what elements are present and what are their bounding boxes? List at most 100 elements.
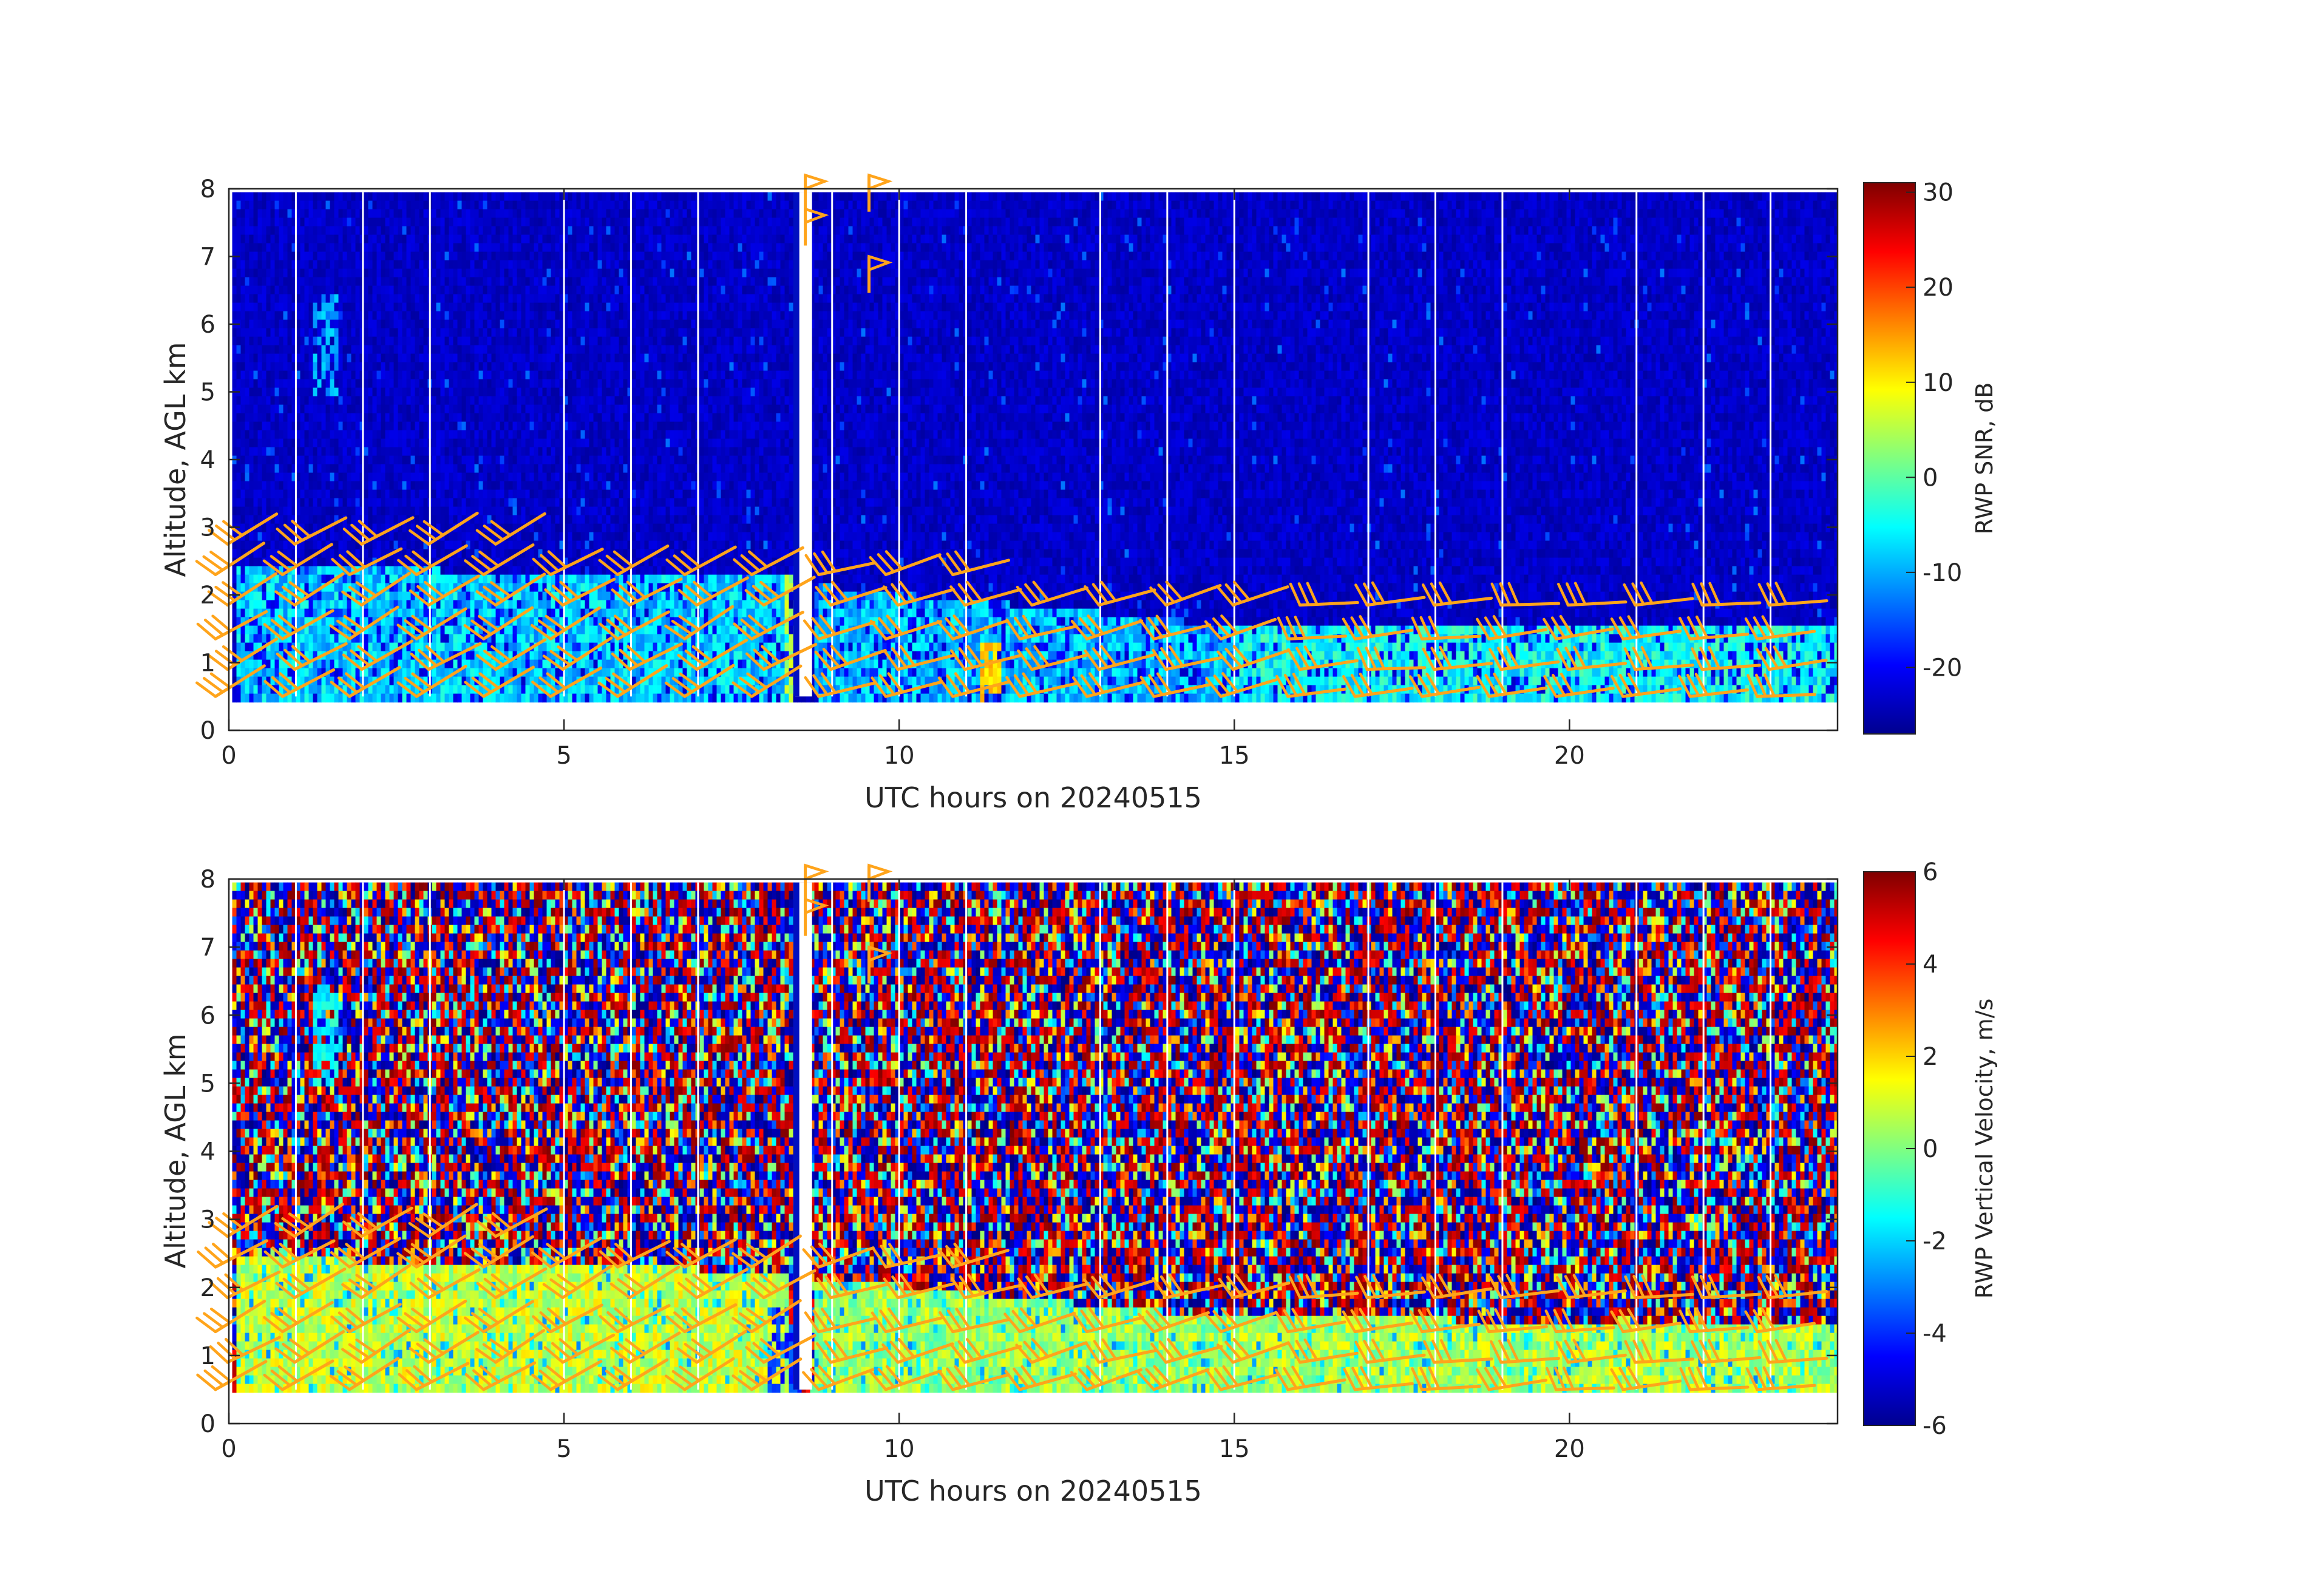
heatmap-cell bbox=[500, 464, 505, 474]
heatmap-cell bbox=[440, 328, 446, 338]
heatmap-cell bbox=[338, 659, 344, 669]
heatmap-cell bbox=[330, 447, 335, 457]
heatmap-cell bbox=[274, 600, 280, 610]
heatmap-cell bbox=[376, 574, 382, 584]
heatmap-cell bbox=[338, 668, 344, 677]
heatmap-cell bbox=[461, 447, 467, 457]
heatmap-cell bbox=[253, 285, 259, 295]
heatmap-cell bbox=[249, 557, 254, 567]
heatmap-cell bbox=[572, 472, 577, 482]
heatmap-cell bbox=[415, 260, 420, 270]
heatmap-cell bbox=[389, 370, 395, 380]
heatmap-cell bbox=[257, 498, 263, 508]
heatmap-cell bbox=[517, 676, 522, 686]
heatmap-cell bbox=[517, 506, 522, 516]
heatmap-cell bbox=[483, 328, 488, 338]
heatmap-cell bbox=[449, 532, 454, 542]
heatmap-cell bbox=[474, 591, 480, 601]
heatmap-cell bbox=[398, 438, 403, 448]
heatmap-cell bbox=[321, 192, 327, 202]
heatmap-cell bbox=[376, 438, 382, 448]
heatmap-cell bbox=[325, 617, 331, 627]
heatmap-cell bbox=[347, 515, 352, 525]
heatmap-cell bbox=[478, 523, 484, 533]
heatmap-cell bbox=[287, 226, 293, 236]
heatmap-cell bbox=[419, 421, 424, 431]
heatmap-cell bbox=[313, 421, 318, 431]
heatmap-cell bbox=[402, 226, 407, 236]
heatmap-cell bbox=[410, 625, 416, 635]
heatmap-cell bbox=[270, 659, 276, 669]
heatmap-cell bbox=[398, 311, 403, 321]
heatmap-cell bbox=[245, 217, 250, 227]
heatmap-cell bbox=[457, 481, 463, 491]
heatmap-cell bbox=[376, 268, 382, 278]
heatmap-cell bbox=[236, 438, 242, 448]
heatmap-cell bbox=[279, 523, 284, 533]
heatmap-cell bbox=[415, 277, 420, 287]
heatmap-cell bbox=[474, 421, 480, 431]
heatmap-cell bbox=[406, 498, 412, 508]
heatmap-cell bbox=[325, 421, 331, 431]
heatmap-cell bbox=[453, 413, 458, 423]
heatmap-cell bbox=[274, 685, 280, 694]
heatmap-cell bbox=[495, 277, 501, 287]
heatmap-cell bbox=[483, 642, 488, 652]
heatmap-cell bbox=[474, 693, 480, 703]
heatmap-cell bbox=[529, 651, 535, 660]
heatmap-cell bbox=[534, 234, 539, 244]
heatmap-cell bbox=[321, 217, 327, 227]
heatmap-cell bbox=[274, 379, 280, 389]
heatmap-cell bbox=[376, 608, 382, 618]
heatmap-cell bbox=[504, 302, 509, 312]
heatmap-cell bbox=[304, 362, 310, 372]
heatmap-cell bbox=[576, 362, 582, 372]
heatmap-cell bbox=[495, 404, 501, 414]
heatmap-cell bbox=[338, 209, 344, 219]
heatmap-cell bbox=[364, 481, 369, 491]
heatmap-cell bbox=[330, 421, 335, 431]
heatmap-cell bbox=[398, 515, 403, 525]
heatmap-cell bbox=[423, 353, 429, 363]
heatmap-cell bbox=[563, 634, 569, 643]
heatmap-cell bbox=[347, 345, 352, 355]
heatmap-cell bbox=[487, 591, 492, 601]
heatmap-cell bbox=[381, 260, 386, 270]
heatmap-cell bbox=[563, 336, 569, 346]
heatmap-cell bbox=[419, 336, 424, 346]
heatmap-cell bbox=[504, 583, 509, 593]
heatmap-cell bbox=[317, 311, 322, 321]
heatmap-cell bbox=[436, 285, 441, 295]
heatmap-cell bbox=[385, 345, 390, 355]
heatmap-cell bbox=[300, 540, 305, 550]
heatmap-cell bbox=[270, 217, 276, 227]
heatmap-cell bbox=[508, 328, 514, 338]
heatmap-cell bbox=[478, 311, 484, 321]
heatmap-cell bbox=[449, 200, 454, 210]
heatmap-cell bbox=[389, 634, 395, 643]
heatmap-cell bbox=[253, 328, 259, 338]
heatmap-cell bbox=[551, 319, 556, 329]
heatmap-cell bbox=[291, 234, 297, 244]
heatmap-cell bbox=[491, 676, 497, 686]
heatmap-cell bbox=[410, 685, 416, 694]
heatmap-cell bbox=[466, 430, 471, 440]
heatmap-cell bbox=[525, 617, 531, 627]
heatmap-cell bbox=[542, 192, 548, 202]
heatmap-cell bbox=[338, 634, 344, 643]
heatmap-cell bbox=[415, 489, 420, 499]
heatmap-cell bbox=[364, 277, 369, 287]
heatmap-cell bbox=[500, 472, 505, 482]
heatmap-cell bbox=[266, 438, 271, 448]
heatmap-cell bbox=[262, 515, 267, 525]
heatmap-cell bbox=[542, 413, 548, 423]
heatmap-cell bbox=[512, 532, 518, 542]
heatmap-cell bbox=[534, 617, 539, 627]
heatmap-cell bbox=[576, 209, 582, 219]
heatmap-cell bbox=[572, 294, 577, 304]
heatmap-cell bbox=[313, 294, 318, 304]
heatmap-cell bbox=[372, 566, 378, 576]
heatmap-cell bbox=[330, 532, 335, 542]
heatmap-cell bbox=[410, 396, 416, 406]
heatmap-cell bbox=[355, 277, 361, 287]
